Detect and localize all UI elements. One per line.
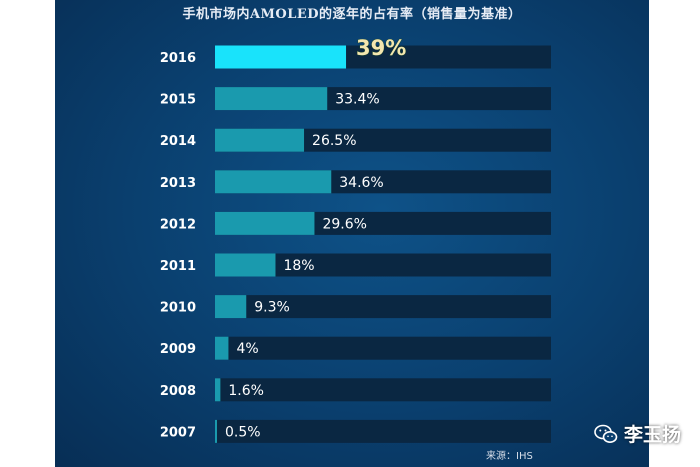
- bar-2012: [215, 211, 315, 235]
- bar-2014: [215, 128, 305, 152]
- bar-track-2008: [215, 378, 551, 402]
- category-label-2010: 2010: [160, 301, 196, 316]
- bar-2011: [215, 253, 276, 277]
- bar-track-2007: [215, 419, 551, 443]
- bar-2007: [215, 419, 217, 443]
- value-label-2011: 18%: [283, 258, 314, 274]
- value-label-2007: 0.5%: [225, 424, 261, 440]
- value-label-2013: 34.6%: [339, 175, 383, 191]
- category-label-2014: 2014: [160, 134, 196, 149]
- bar-track-2010: [215, 295, 551, 319]
- bar-2016: [215, 45, 347, 69]
- bar-2009: [215, 336, 229, 360]
- bar-2013: [215, 170, 332, 194]
- category-label-2008: 2008: [160, 384, 196, 399]
- source-note: 来源：IHS: [486, 451, 533, 462]
- value-label-2014: 26.5%: [312, 133, 356, 149]
- value-label-2008: 1.6%: [228, 383, 264, 399]
- bar-track-2011: [215, 253, 551, 277]
- value-label-2010: 9.3%: [254, 300, 290, 316]
- bar-2010: [215, 295, 247, 319]
- value-label-2009: 4%: [236, 341, 258, 357]
- category-label-2012: 2012: [160, 217, 196, 232]
- wechat-icon: [594, 424, 618, 443]
- value-label-2016: 39%: [356, 36, 406, 60]
- bar-track-2009: [215, 336, 551, 360]
- bar-2008: [215, 378, 221, 402]
- category-label-2011: 2011: [160, 259, 196, 274]
- category-label-2009: 2009: [160, 342, 196, 357]
- watermark: 李玉扬: [594, 420, 681, 447]
- category-label-2016: 2016: [160, 51, 196, 66]
- bar-2015: [215, 87, 328, 111]
- category-label-2013: 2013: [160, 176, 196, 191]
- value-label-2015: 33.4%: [335, 92, 379, 108]
- value-label-2012: 29.6%: [322, 216, 366, 232]
- category-label-2015: 2015: [160, 93, 196, 108]
- category-label-2007: 2007: [160, 425, 196, 440]
- chart-title: 手机市场内AMOLED的逐年的占有率（销售量为基准）: [182, 7, 522, 22]
- watermark-text: 李玉扬: [624, 424, 682, 446]
